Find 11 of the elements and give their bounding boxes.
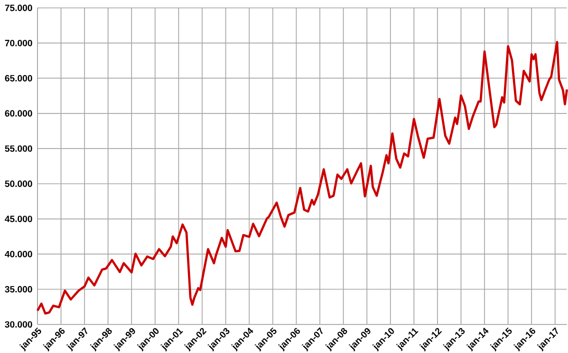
y-tick-label: 65.000	[5, 74, 32, 82]
y-tick-label: 75.000	[5, 4, 32, 11]
y-tick-label: 40.000	[4, 250, 32, 258]
y-tick-label: 35.000	[4, 286, 32, 292]
y-tick-label: 55.000	[4, 145, 32, 152]
y-tick-label: 45.000	[4, 216, 32, 222]
line-series	[36, 40, 568, 314]
y-tick-label: 50.000	[4, 180, 32, 187]
y-tick-label: 30.000	[4, 321, 32, 328]
y-tick-label: 70.000	[5, 40, 32, 46]
y-tick-label: 60.000	[5, 110, 32, 116]
